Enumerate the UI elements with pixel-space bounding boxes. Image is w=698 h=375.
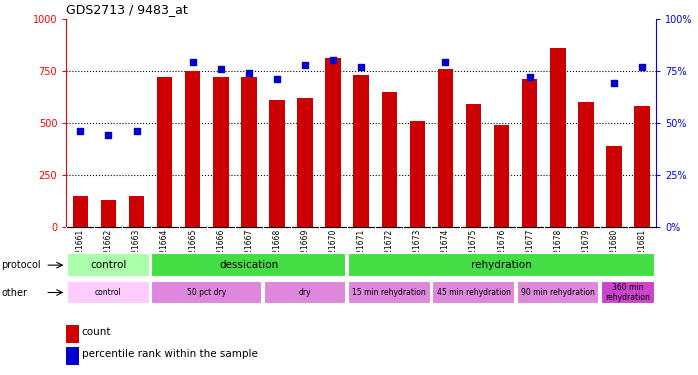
Point [327, 57, 339, 63]
Text: dessication: dessication [219, 260, 279, 270]
Text: protocol: protocol [1, 260, 41, 270]
Bar [578, 102, 593, 227]
Text: GSM21670: GSM21670 [329, 229, 338, 270]
Point [524, 74, 535, 80]
Bar [185, 71, 200, 227]
Bar [348, 280, 431, 304]
Point [215, 66, 226, 72]
Point [440, 60, 451, 66]
Bar [607, 146, 622, 227]
Text: GSM21661: GSM21661 [76, 229, 85, 270]
Text: GSM21679: GSM21679 [581, 229, 591, 270]
Bar [67, 254, 150, 277]
Bar [410, 121, 425, 227]
Text: 45 min rehydration: 45 min rehydration [437, 288, 510, 297]
Bar [73, 196, 88, 227]
Text: 90 min rehydration: 90 min rehydration [521, 288, 595, 297]
Point [609, 80, 620, 86]
Text: control: control [95, 288, 122, 297]
Text: dry: dry [299, 288, 311, 297]
Bar [438, 69, 453, 227]
Text: GSM21680: GSM21680 [609, 229, 618, 270]
Text: rehydration: rehydration [471, 260, 532, 270]
Text: GSM21673: GSM21673 [413, 229, 422, 270]
Bar [517, 280, 599, 304]
Text: GSM21676: GSM21676 [497, 229, 506, 270]
Text: 50 pct dry: 50 pct dry [187, 288, 226, 297]
Text: GSM21678: GSM21678 [554, 229, 563, 270]
Bar [432, 280, 515, 304]
Bar [157, 77, 172, 227]
Text: GSM21672: GSM21672 [385, 229, 394, 270]
Text: GSM21675: GSM21675 [469, 229, 478, 270]
Bar [353, 75, 369, 227]
Bar [66, 347, 79, 365]
Bar [67, 280, 150, 304]
Bar [325, 58, 341, 227]
Text: GSM21669: GSM21669 [301, 229, 309, 270]
Bar [129, 196, 144, 227]
Point [299, 62, 311, 68]
Bar [634, 106, 650, 227]
Bar [494, 125, 510, 227]
Bar [466, 104, 482, 227]
Text: control: control [90, 260, 126, 270]
Point [75, 128, 86, 134]
Bar [601, 280, 655, 304]
Point [103, 132, 114, 138]
Text: GSM21667: GSM21667 [244, 229, 253, 270]
Bar [264, 280, 346, 304]
Bar [550, 48, 565, 227]
Text: 15 min rehydration: 15 min rehydration [352, 288, 426, 297]
Bar [151, 254, 346, 277]
Text: GDS2713 / 9483_at: GDS2713 / 9483_at [66, 3, 188, 16]
Text: GSM21662: GSM21662 [104, 229, 113, 270]
Bar [151, 280, 262, 304]
Text: count: count [82, 327, 111, 337]
Text: GSM21668: GSM21668 [272, 229, 281, 270]
Text: GSM21671: GSM21671 [357, 229, 366, 270]
Point [355, 64, 367, 70]
Point [272, 76, 283, 82]
Bar [382, 92, 397, 227]
Bar [522, 79, 537, 227]
Text: GSM21663: GSM21663 [132, 229, 141, 270]
Text: GSM21677: GSM21677 [525, 229, 534, 270]
Text: 360 min
rehydration: 360 min rehydration [606, 283, 651, 302]
Text: GSM21681: GSM21681 [637, 229, 646, 270]
Bar [241, 77, 257, 227]
Bar [297, 98, 313, 227]
Point [244, 70, 255, 76]
Bar [269, 100, 285, 227]
Point [131, 128, 142, 134]
Text: GSM21674: GSM21674 [441, 229, 450, 270]
Bar [348, 254, 655, 277]
Bar [101, 200, 116, 227]
Bar [213, 77, 228, 227]
Text: GSM21664: GSM21664 [160, 229, 169, 270]
Text: percentile rank within the sample: percentile rank within the sample [82, 350, 258, 359]
Text: GSM21665: GSM21665 [188, 229, 198, 270]
Point [187, 60, 198, 66]
Text: GSM21666: GSM21666 [216, 229, 225, 270]
Bar [66, 325, 79, 343]
Point [637, 64, 648, 70]
Text: other: other [1, 288, 27, 297]
